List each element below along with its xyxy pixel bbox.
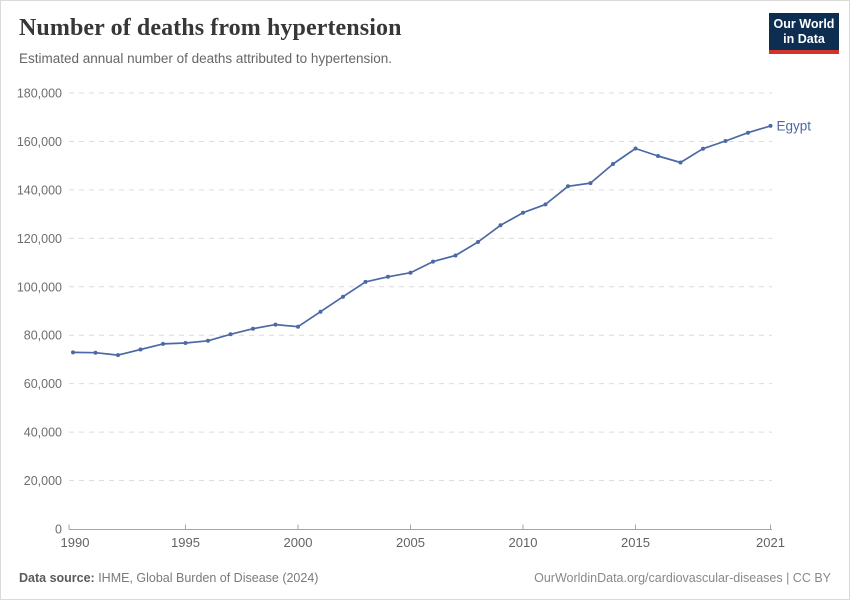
data-point-marker[interactable] xyxy=(746,130,750,135)
data-point-marker[interactable] xyxy=(543,202,548,207)
x-tick-label: 2015 xyxy=(621,535,650,550)
data-point-marker[interactable] xyxy=(701,146,705,151)
y-tick-label: 120,000 xyxy=(17,232,62,246)
y-tick-label: 100,000 xyxy=(17,280,62,294)
data-source-text: IHME, Global Burden of Disease (2024) xyxy=(94,571,319,585)
y-tick-label: 140,000 xyxy=(17,183,62,197)
y-tick-label: 180,000 xyxy=(17,87,62,101)
chart-subtitle: Estimated annual number of deaths attrib… xyxy=(19,51,392,66)
data-point-marker[interactable] xyxy=(296,324,300,329)
x-tick-label: 2021 xyxy=(756,535,785,550)
data-point-marker[interactable] xyxy=(138,347,143,352)
data-point-marker[interactable] xyxy=(273,322,278,327)
data-point-marker[interactable] xyxy=(723,139,728,143)
data-point-marker[interactable] xyxy=(453,253,458,258)
data-point-marker[interactable] xyxy=(521,210,525,215)
data-point-marker[interactable] xyxy=(678,160,683,165)
data-point-marker[interactable] xyxy=(431,259,435,264)
data-point-marker[interactable] xyxy=(318,309,323,314)
owid-logo-line2: in Data xyxy=(783,32,825,46)
data-source-label: Data source: xyxy=(19,571,95,585)
data-point-marker[interactable] xyxy=(93,350,98,355)
data-point-marker[interactable] xyxy=(228,332,233,337)
data-point-marker[interactable] xyxy=(363,279,368,284)
y-tick-label: 0 xyxy=(55,523,62,537)
data-point-marker[interactable] xyxy=(116,353,120,358)
data-point-marker[interactable] xyxy=(161,341,165,346)
y-tick-label: 40,000 xyxy=(24,426,62,440)
x-tick-label: 2010 xyxy=(509,535,538,550)
data-point-marker[interactable] xyxy=(611,162,615,166)
data-point-marker[interactable] xyxy=(566,184,570,189)
data-point-marker[interactable] xyxy=(71,350,75,355)
owid-logo[interactable]: Our World in Data xyxy=(769,13,839,54)
data-point-marker[interactable] xyxy=(206,338,210,343)
data-point-marker[interactable] xyxy=(588,181,593,186)
attribution: OurWorldinData.org/cardiovascular-diseas… xyxy=(534,571,831,585)
chart-title: Number of deaths from hypertension xyxy=(19,15,402,41)
data-point-marker[interactable] xyxy=(386,274,390,279)
x-tick-label: 2000 xyxy=(284,535,313,550)
data-point-marker[interactable] xyxy=(656,154,660,158)
x-tick-label: 1995 xyxy=(171,535,200,550)
x-tick-label: 1990 xyxy=(61,535,90,550)
series-end-label[interactable]: Egypt xyxy=(777,118,812,133)
owid-logo-line1: Our World xyxy=(773,17,835,31)
data-point-marker[interactable] xyxy=(633,146,638,151)
chart-footer: Data source: IHME, Global Burden of Dise… xyxy=(19,571,831,585)
data-point-marker[interactable] xyxy=(768,123,773,128)
data-point-marker[interactable] xyxy=(251,326,255,331)
data-point-marker[interactable] xyxy=(341,294,345,299)
data-point-marker[interactable] xyxy=(408,270,413,275)
series-line xyxy=(72,125,772,356)
y-tick-label: 60,000 xyxy=(24,377,62,391)
y-tick-label: 160,000 xyxy=(17,135,62,149)
data-point-marker[interactable] xyxy=(183,341,188,345)
data-source: Data source: IHME, Global Burden of Dise… xyxy=(19,571,318,585)
x-tick-label: 2005 xyxy=(396,535,425,550)
y-tick-label: 80,000 xyxy=(24,329,62,343)
data-point-marker[interactable] xyxy=(476,240,480,244)
data-point-marker[interactable] xyxy=(498,223,503,228)
y-tick-label: 20,000 xyxy=(24,474,62,488)
